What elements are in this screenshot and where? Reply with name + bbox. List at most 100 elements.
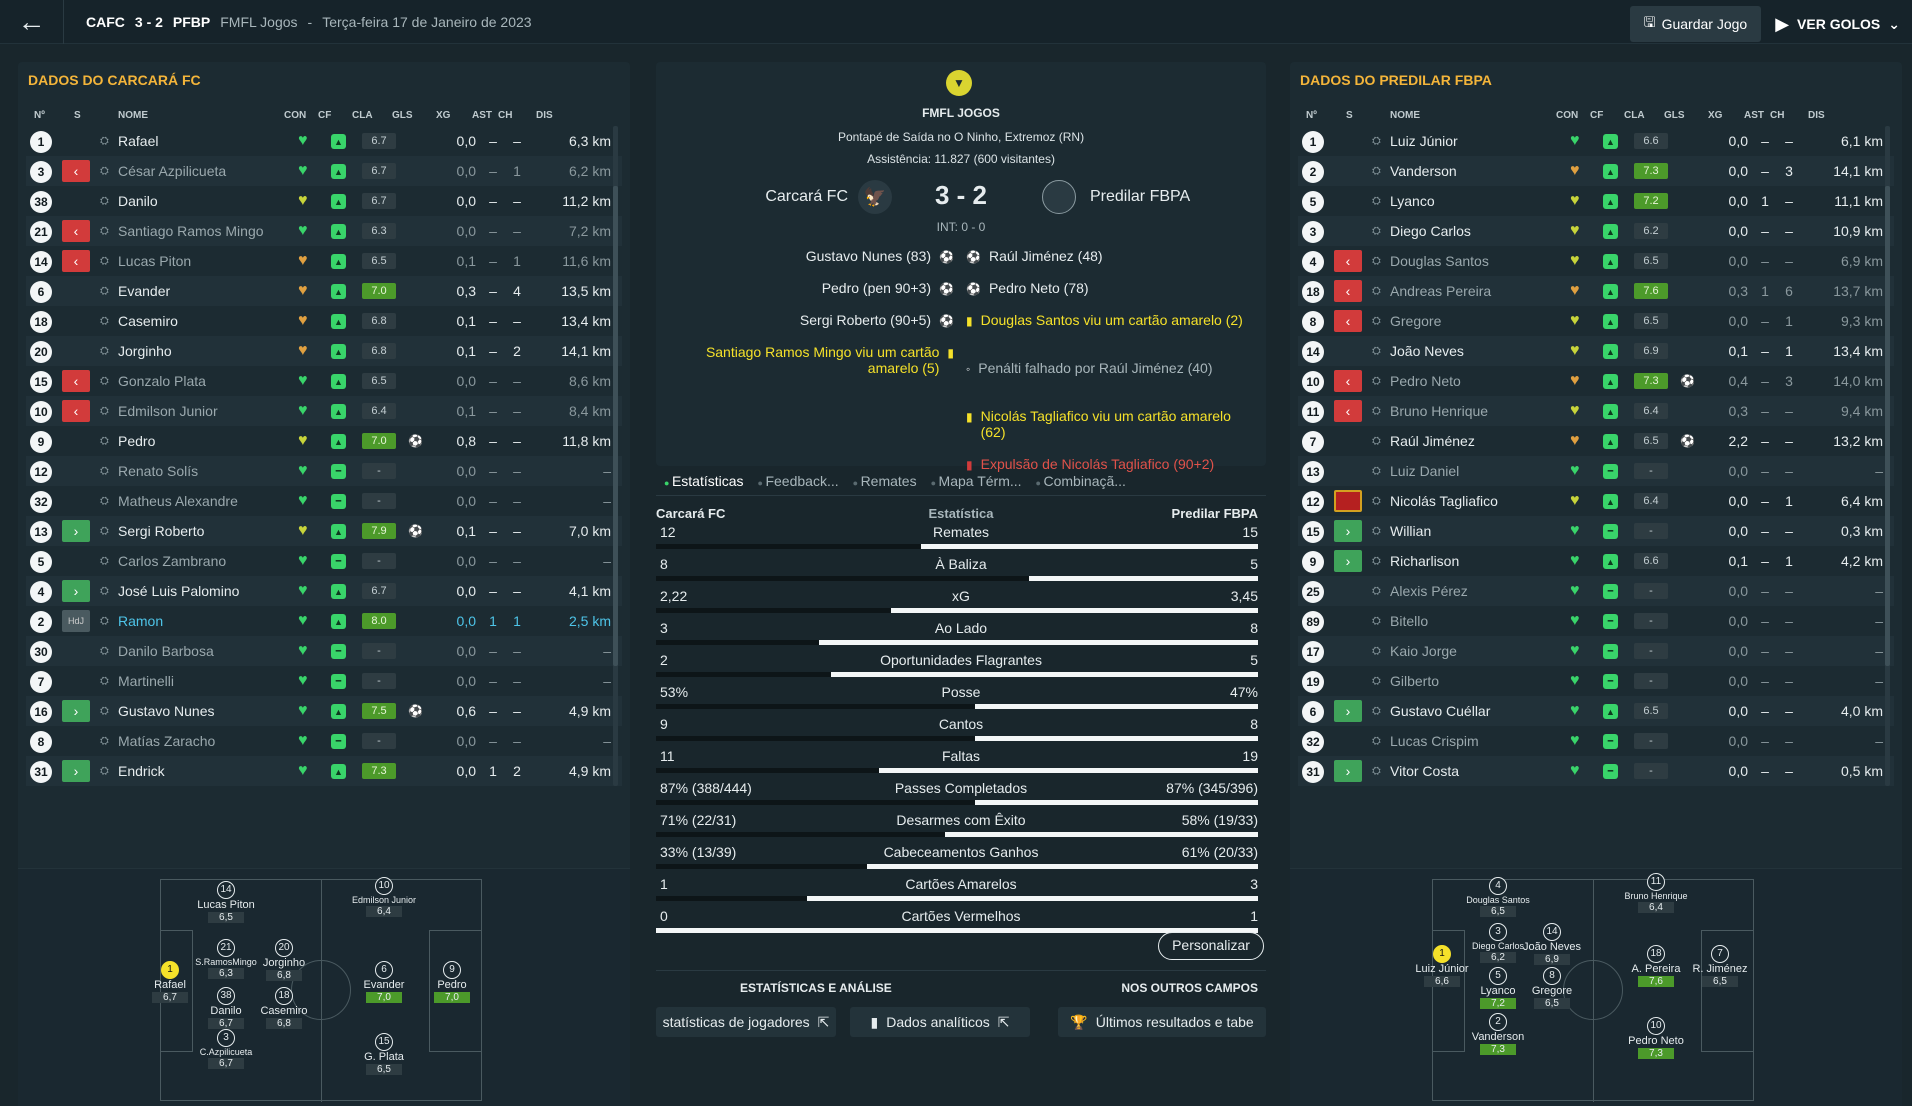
col-header-cf[interactable]: CF [318, 110, 332, 121]
pitch-player[interactable]: 15 G. Plata 6,5 [344, 1033, 424, 1075]
pitch-player[interactable]: 20 Jorginho 6,8 [244, 939, 324, 981]
table-row[interactable]: 3 ⛭ Diego Carlos ♥ ▲ 6.2 0,0– –10,9 km [1298, 216, 1894, 246]
event-text[interactable]: Nicolás Tagliafico viu um cartão amarelo… [980, 408, 1231, 440]
player-name[interactable]: Martinelli [118, 673, 175, 689]
table-row[interactable]: 11 ‹ ⛭ Bruno Henrique ♥ ▲ 6.4 0,3– –9,4 km [1298, 396, 1894, 426]
table-row[interactable]: 15 › ⛭ Willian ♥ ━ -0,0– –0,3 km [1298, 516, 1894, 546]
col-header-num[interactable]: Nº [1306, 110, 1317, 121]
table-row[interactable]: 15 ‹ ⛭ Gonzalo Plata ♥ ▲ 6.5 0,0– –8,6 km [26, 366, 622, 396]
event-text[interactable]: Sergi Roberto (90+5) [799, 312, 932, 328]
table-row[interactable]: 12 ⛭ Renato Solís ♥ ━ -0,0– – – [26, 456, 622, 486]
player-name[interactable]: Lyanco [1390, 193, 1435, 209]
player-name[interactable]: Gilberto [1390, 673, 1440, 689]
pitch-player[interactable]: 18 A. Pereira 7,6 [1616, 945, 1696, 987]
player-name[interactable]: Richarlison [1390, 553, 1460, 569]
back-arrow-icon[interactable]: ← [0, 0, 64, 44]
col-header-ast[interactable]: AST [472, 110, 492, 121]
table-row[interactable]: 8 ‹ ⛭ Gregore ♥ ▲ 6.5 0,0–1 9,3 km [1298, 306, 1894, 336]
col-header-xg[interactable]: XG [436, 110, 451, 121]
col-header-s[interactable]: S [74, 110, 81, 121]
col-header-gls[interactable]: GLS [1664, 110, 1685, 121]
player-name[interactable]: Lucas Crispim [1390, 733, 1479, 749]
col-header-cf[interactable]: CF [1590, 110, 1604, 121]
pitch-player[interactable]: 1 Luiz Júnior 6,6 [1402, 945, 1482, 987]
pitch-player[interactable]: 1 Rafael 6,7 [130, 961, 210, 1003]
table-row[interactable]: 89 ⛭ Bitello ♥ ━ -0,0– – – [1298, 606, 1894, 636]
player-name[interactable]: Alexis Pérez [1390, 583, 1468, 599]
tab-3[interactable]: ● Mapa Térm... [931, 473, 1022, 489]
player-name[interactable]: Kaio Jorge [1390, 643, 1457, 659]
col-header-dis[interactable]: DIS [536, 110, 553, 121]
event-text[interactable]: Expulsão de Nicolás Tagliafico (90+2) [980, 456, 1215, 472]
table-row[interactable]: 38 ⛭ Danilo ♥ ▲ 6.7 0,0– –11,2 km [26, 186, 622, 216]
player-name[interactable]: Douglas Santos [1390, 253, 1489, 269]
pitch-player[interactable]: 14 João Neves 6,9 [1512, 923, 1592, 965]
pitch-player[interactable]: 21 S.RamosMingo 6,3 [186, 939, 266, 979]
table-row[interactable]: 19 ⛭ Gilberto ♥ ━ -0,0– – – [1298, 666, 1894, 696]
event-text[interactable]: Pedro Neto (78) [988, 280, 1089, 296]
table-row[interactable]: 7 ⛭ Martinelli ♥ ━ -0,0– – – [26, 666, 622, 696]
table-row[interactable]: 3 ‹ ⛭ César Azpilicueta ♥ ▲ 6.7 0,0–1 6,2 km [26, 156, 622, 186]
player-name[interactable]: Raúl Jiménez [1390, 433, 1475, 449]
tab-2[interactable]: ● Remates [853, 473, 917, 489]
player-name[interactable]: Bitello [1390, 613, 1429, 629]
table-row[interactable]: 6 › ⛭ Gustavo Cuéllar ♥ ▲ 6.5 0,0– –4,0 km [1298, 696, 1894, 726]
player-name[interactable]: Gustavo Nunes [118, 703, 215, 719]
table-row[interactable]: 18 ‹ ⛭ Andreas Pereira ♥ ▲ 7.6 0,3 1 6 13,7 km [1298, 276, 1894, 306]
player-name[interactable]: Ramon [118, 613, 164, 629]
view-goals-button[interactable]: ▶ VER GOLOS ⌄ [1775, 14, 1900, 35]
table-row[interactable]: 20 ⛭ Jorginho ♥ ▲ 6.8 0,1–2 14,1 km [26, 336, 622, 366]
table-row[interactable]: 14 ‹ ⛭ Lucas Piton ♥ ▲ 6.5 0,1–1 11,6 km [26, 246, 622, 276]
pitch-player[interactable]: 14 Lucas Piton 6,5 [186, 881, 266, 923]
scrollbar[interactable] [1885, 126, 1890, 786]
pitch-player[interactable]: 3 Diego Carlos 6,2 [1458, 923, 1538, 963]
player-name[interactable]: César Azpilicueta [118, 163, 227, 179]
latest-results-button[interactable]: 🏆 Últimos resultados e tabe [1058, 1007, 1266, 1037]
pitch-player[interactable]: 8 Gregore 6,5 [1512, 967, 1592, 1009]
table-row[interactable]: 18 ⛭ Casemiro ♥ ▲ 6.8 0,1– –13,4 km [26, 306, 622, 336]
tab-4[interactable]: ● Combinaçã... [1036, 473, 1126, 489]
col-header-num[interactable]: Nº [34, 110, 45, 121]
pitch-player[interactable]: 18 Casemiro 6,8 [244, 987, 324, 1029]
table-row[interactable]: 1 ⛭ Luiz Júnior ♥ ▲ 6.6 0,0– –6,1 km [1298, 126, 1894, 156]
player-name[interactable]: Carlos Zambrano [118, 553, 227, 569]
table-row[interactable]: 1 ⛭ Rafael ♥ ▲ 6.7 0,0– –6,3 km [26, 126, 622, 156]
col-header-dis[interactable]: DIS [1808, 110, 1825, 121]
player-name[interactable]: Willian [1390, 523, 1432, 539]
player-name[interactable]: Luiz Daniel [1390, 463, 1460, 479]
pitch-player[interactable]: 10 Pedro Neto 7,3 [1616, 1017, 1696, 1059]
table-row[interactable]: 8 ⛭ Matías Zaracho ♥ ━ -0,0– – – [26, 726, 622, 756]
player-name[interactable]: Andreas Pereira [1390, 283, 1492, 299]
competition-name[interactable]: FMFL Jogos [220, 13, 298, 30]
table-row[interactable]: 31 › ⛭ Endrick ♥ ▲ 7.3 0,0 1 2 4,9 km [26, 756, 622, 786]
player-name[interactable]: Jorginho [118, 343, 172, 359]
col-header-gls[interactable]: GLS [392, 110, 413, 121]
home-team-name[interactable]: Carcará FC [765, 188, 848, 205]
save-game-button[interactable]: 🖫 Guardar Jogo [1629, 6, 1762, 42]
player-name[interactable]: Luiz Júnior [1390, 133, 1458, 149]
player-name[interactable]: Casemiro [118, 313, 178, 329]
table-row[interactable]: 4 › ⛭ José Luis Palomino ♥ ▲ 6.7 0,0– –4,1 km [26, 576, 622, 606]
table-row[interactable]: 16 › ⛭ Gustavo Nunes ♥ ▲ 7.5 ⚽ 0,6– –4,9 km [26, 696, 622, 726]
pitch-player[interactable]: 6 Evander 7,0 [344, 961, 424, 1003]
player-name[interactable]: Nicolás Tagliafico [1390, 493, 1498, 509]
event-text[interactable]: Douglas Santos viu um cartão amarelo (2) [980, 312, 1243, 328]
pitch-player[interactable]: 38 Danilo 6,7 [186, 987, 266, 1029]
player-name[interactable]: João Neves [1390, 343, 1464, 359]
table-row[interactable]: 31 › ⛭ Vitor Costa ♥ ━ -0,0– –0,5 km [1298, 756, 1894, 786]
table-row[interactable]: 5 ⛭ Carlos Zambrano ♥ ━ -0,0– – – [26, 546, 622, 576]
player-name[interactable]: Endrick [118, 763, 165, 779]
table-row[interactable]: 2 ⛭ Vanderson ♥ ▲ 7.3 0,0–3 14,1 km [1298, 156, 1894, 186]
player-name[interactable]: Sergi Roberto [118, 523, 205, 539]
player-name[interactable]: Pedro [118, 433, 156, 449]
player-name[interactable]: Vitor Costa [1390, 763, 1459, 779]
table-row[interactable]: 6 ⛭ Evander ♥ ▲ 7.0 0,3–4 13,5 km [26, 276, 622, 306]
col-header-ch[interactable]: CH [498, 110, 513, 121]
chevron-down-icon[interactable]: ⌄ [1888, 15, 1900, 32]
col-header-name[interactable]: NOME [1390, 110, 1420, 121]
table-row[interactable]: 10 ‹ ⛭ Edmilson Junior ♥ ▲ 6.4 0,1– –8,4 km [26, 396, 622, 426]
pitch-player[interactable]: 2 Vanderson 7,3 [1458, 1013, 1538, 1055]
pitch-player[interactable]: 3 C.Azpilicueta 6,7 [186, 1029, 266, 1069]
tab-1[interactable]: ● Feedback... [758, 473, 839, 489]
table-row[interactable]: 13 ⛭ Luiz Daniel ♥ ━ -0,0– – – [1298, 456, 1894, 486]
